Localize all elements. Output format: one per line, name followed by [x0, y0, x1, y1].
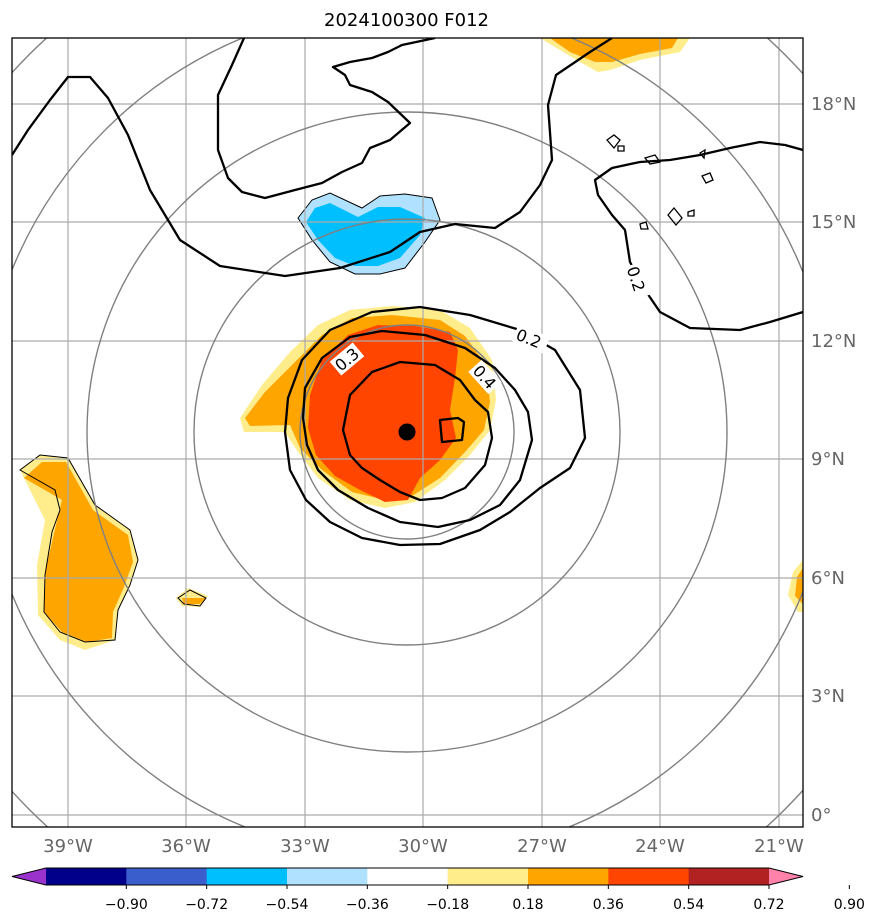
lon-tick-label: 27°W [517, 836, 567, 857]
colorbar-outline [11, 867, 804, 886]
colorbar-tick-label: −0.36 [346, 897, 389, 913]
colorbar-swatch [206, 868, 288, 885]
lon-tick-label: 36°W [161, 836, 211, 857]
lon-tick-label: 39°W [43, 836, 93, 857]
latitude-axis: 18°N 15°N 12°N 9°N 6°N 3°N 0° [811, 94, 856, 826]
colorbar-extend-min [12, 868, 46, 885]
lat-tick-label: 9°N [811, 449, 845, 470]
storm-center-marker [398, 423, 416, 441]
colorbar-tick-label: 0.36 [593, 897, 624, 913]
lon-tick-label: 30°W [398, 836, 448, 857]
colorbar-tick-label: −0.72 [185, 897, 228, 913]
colorbar-tick-label: 0.54 [673, 897, 704, 913]
colorbar-tick-label: 0.90 [834, 897, 865, 913]
lon-tick-label: 24°W [635, 836, 685, 857]
colorbar-tick-label: −0.18 [426, 897, 469, 913]
colorbar-extend-max [769, 868, 803, 885]
longitude-axis: 39°W 36°W 33°W 30°W 27°W 24°W 21°W [43, 836, 804, 857]
lon-tick-label: 33°W [280, 836, 330, 857]
map-frame [11, 37, 804, 828]
lat-tick-label: 0° [811, 805, 831, 826]
thin-contours [606, 134, 714, 230]
map-title: 2024100300 F012 [324, 10, 489, 31]
lon-tick-label: 21°W [754, 836, 804, 857]
colorbar-tick-label: 0.72 [753, 897, 784, 913]
colorbar-tick-label: −0.54 [266, 897, 309, 913]
colorbar-swatch [126, 868, 208, 885]
colorbar-swatch [688, 868, 770, 885]
colorbar-swatch [608, 868, 690, 885]
bold-contours [12, 38, 803, 547]
colorbar-swatch [287, 868, 368, 885]
contour-labels: 0.2 0.3 0.4 0.2 [329, 262, 651, 395]
colorbar: −0.90 −0.72 −0.54 −0.36 −0.18 0.18 0.36 0.54 0.7… [11, 867, 865, 913]
lat-tick-label: 15°N [811, 212, 856, 233]
lat-tick-label: 18°N [811, 94, 856, 115]
colorbar-tick-label: −0.90 [105, 897, 148, 913]
shading-outline [19, 192, 441, 643]
colorbar-swatch [447, 868, 529, 885]
lat-tick-label: 3°N [811, 686, 845, 707]
colorbar-swatch [367, 868, 449, 885]
lat-tick-label: 6°N [811, 568, 845, 589]
colorbar-swatch [528, 868, 609, 885]
colorbar-tick-label: 0.18 [512, 897, 543, 913]
lat-tick-label: 12°N [811, 331, 856, 352]
colorbar-swatch [46, 868, 127, 885]
graticule [12, 38, 803, 827]
